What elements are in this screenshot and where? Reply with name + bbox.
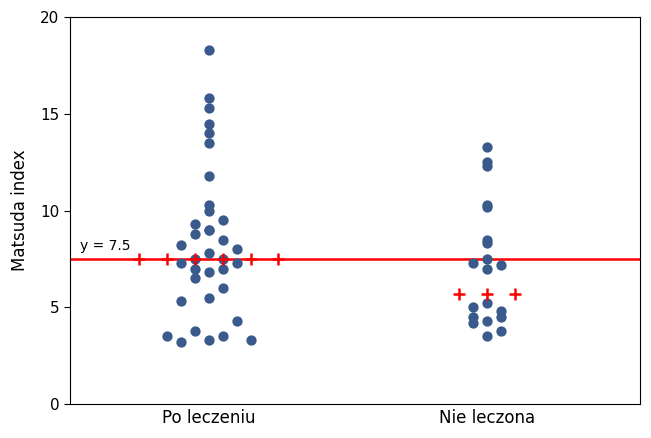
Point (482, 236, 492, 243)
Point (217, 265, 228, 272)
Point (482, 159, 492, 166)
Point (176, 242, 186, 249)
Point (204, 207, 214, 214)
Point (482, 162, 492, 170)
Point (204, 250, 214, 257)
Point (176, 259, 186, 266)
Point (190, 221, 201, 228)
Point (204, 46, 214, 53)
Point (190, 255, 201, 262)
Point (190, 230, 201, 237)
Point (468, 259, 478, 266)
Point (232, 318, 242, 325)
Point (162, 333, 173, 340)
Point (204, 201, 214, 208)
Point (482, 240, 492, 247)
Point (468, 319, 478, 326)
Point (482, 318, 492, 325)
Point (204, 226, 214, 233)
Point (204, 130, 214, 137)
Point (176, 298, 186, 305)
Point (190, 265, 201, 272)
Point (217, 217, 228, 224)
Point (217, 284, 228, 291)
Point (204, 294, 214, 301)
Point (468, 304, 478, 311)
Point (176, 339, 186, 346)
Point (204, 120, 214, 127)
Point (482, 333, 492, 340)
Point (217, 333, 228, 340)
Point (232, 246, 242, 253)
Point (204, 139, 214, 146)
Point (204, 337, 214, 344)
Point (204, 269, 214, 276)
Point (482, 255, 492, 262)
Point (482, 203, 492, 210)
Point (245, 337, 256, 344)
Point (204, 172, 214, 179)
Point (482, 201, 492, 208)
Point (190, 327, 201, 334)
Point (482, 143, 492, 150)
Point (495, 307, 506, 314)
Point (204, 226, 214, 233)
Text: y = 7.5: y = 7.5 (79, 239, 130, 253)
Point (482, 300, 492, 307)
Y-axis label: Matsuda index: Matsuda index (11, 150, 29, 272)
Point (190, 275, 201, 282)
Point (468, 314, 478, 321)
Point (217, 255, 228, 262)
Point (482, 265, 492, 272)
Point (204, 95, 214, 102)
Point (217, 236, 228, 243)
Point (204, 105, 214, 112)
Point (495, 327, 506, 334)
Point (495, 261, 506, 268)
Point (232, 259, 242, 266)
Point (495, 314, 506, 321)
